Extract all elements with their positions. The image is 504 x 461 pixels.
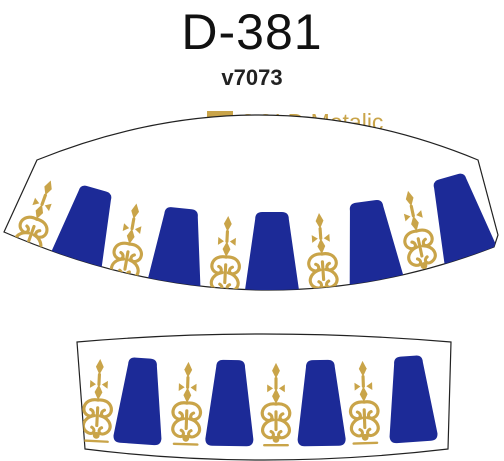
lower-tile — [113, 357, 162, 446]
upper-tile — [145, 207, 201, 291]
lower-tile — [297, 359, 346, 447]
upper-ornament — [403, 190, 438, 275]
upper-tile — [349, 199, 406, 291]
design-code-title: D-381 — [181, 4, 323, 60]
lower-ornament — [260, 362, 292, 447]
upper-ornament — [209, 215, 241, 291]
lower-ornament — [171, 361, 203, 446]
upper-ornament — [307, 212, 339, 291]
version-label: v7073 — [221, 65, 283, 90]
upper-tile — [433, 173, 498, 272]
lower-ornament — [348, 360, 380, 445]
lower-pattern-band — [76, 333, 452, 461]
upper-pattern-band — [3, 114, 499, 291]
lower-tile — [205, 359, 254, 447]
lower-band-outline — [76, 333, 452, 461]
upper-tile — [244, 212, 300, 291]
lower-ornament — [81, 358, 113, 443]
lower-tile — [389, 355, 438, 444]
